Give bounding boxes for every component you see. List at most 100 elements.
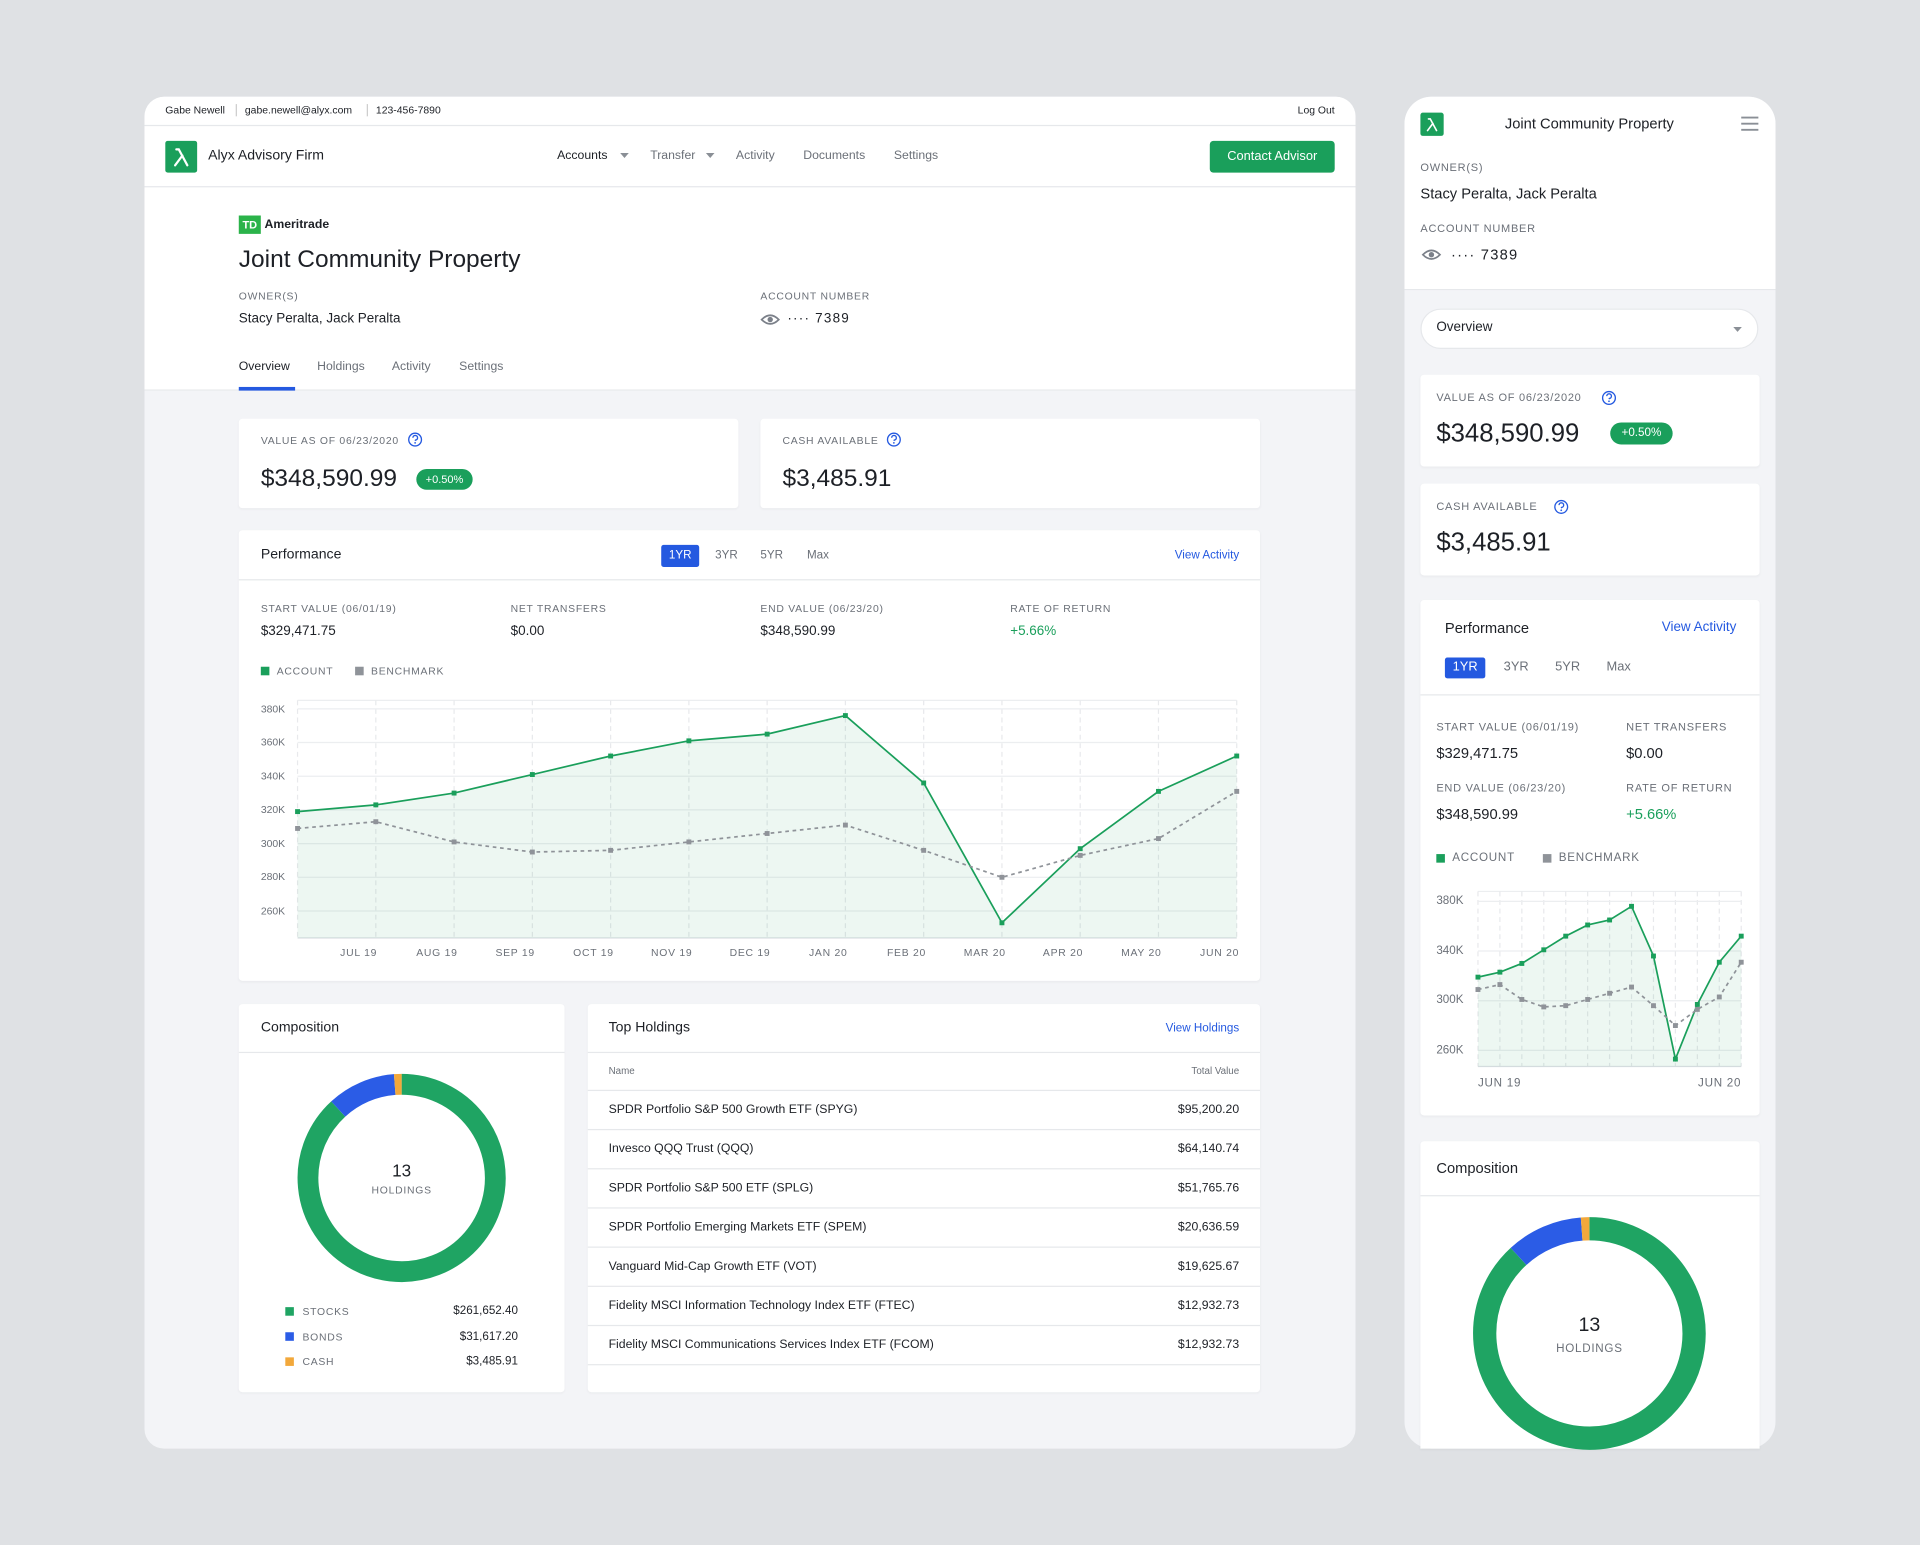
link[interactable]: View Activity (1174, 548, 1240, 563)
change: +0.50% (1621, 426, 1662, 440)
range-button[interactable]: Max (806, 548, 829, 563)
y-tick-label: 260K (260, 904, 286, 917)
custodian: Ameritrade (264, 217, 330, 232)
point (1607, 917, 1613, 923)
link[interactable]: View Activity (1661, 620, 1737, 635)
card (238, 1004, 565, 1393)
point (1519, 997, 1525, 1002)
legend-swatch (285, 1357, 294, 1366)
holdings-count: 13 (392, 1160, 412, 1181)
point (1541, 1004, 1547, 1010)
label: START VALUE (06/01/19) (1436, 720, 1580, 733)
point (451, 839, 457, 845)
holding-name: Fidelity MSCI Information Technology Ind… (608, 1299, 915, 1313)
tab-select-value[interactable]: Overview (1436, 320, 1493, 335)
help-icon (886, 432, 901, 447)
point (999, 874, 1005, 880)
x-tick-label: APR 20 (1042, 946, 1084, 959)
range-selected[interactable] (1444, 657, 1486, 679)
change-badge (1610, 422, 1673, 445)
nav-item[interactable]: Accounts (557, 149, 608, 163)
range-button[interactable]: 1YR (668, 548, 692, 563)
label: $329,471.75 (260, 623, 336, 639)
help-icon (1554, 499, 1569, 514)
point (1585, 922, 1591, 928)
help-dot (893, 442, 895, 444)
holding-value: $12,932.73 (1177, 1338, 1240, 1352)
logout-link[interactable]: Log Out (1297, 103, 1335, 117)
nav-item[interactable]: Documents (803, 149, 866, 163)
range-button[interactable]: 1YR (1452, 659, 1478, 675)
custodian-mark: TD (242, 218, 258, 231)
custodian-logo (238, 215, 261, 234)
tab[interactable]: Activity (391, 360, 431, 374)
legend-swatch (1436, 854, 1445, 863)
range-button[interactable]: 5YR (760, 548, 784, 563)
legend-label: ACCOUNT (276, 664, 334, 677)
point (1234, 753, 1240, 759)
logo-glyph (174, 148, 189, 167)
label: RATE OF RETURN (1626, 781, 1733, 795)
eye-pupil (1428, 252, 1435, 258)
point (999, 920, 1005, 926)
account-title: Joint Community Property (1504, 115, 1674, 133)
holding-value: $19,625.67 (1177, 1260, 1240, 1274)
divider (587, 1207, 1261, 1209)
range-button[interactable]: 5YR (1555, 659, 1581, 675)
tab[interactable]: Overview (238, 360, 290, 374)
nav-item[interactable]: Activity (735, 149, 775, 163)
tab[interactable]: Holdings (317, 360, 365, 374)
caret (1733, 326, 1742, 332)
point (608, 753, 614, 759)
point (295, 809, 301, 815)
tab-select[interactable] (1420, 308, 1759, 349)
mobile-header (1404, 96, 1776, 291)
legend-label: BONDS (302, 1330, 344, 1343)
point (1563, 933, 1569, 939)
nav-item[interactable]: Settings (893, 149, 939, 163)
label: ···· 7389 (1451, 246, 1519, 264)
tab[interactable]: Settings (459, 360, 504, 374)
label: Gabe Newell (165, 103, 225, 117)
point (1156, 836, 1161, 842)
contact-button[interactable] (1209, 140, 1335, 173)
card-title: Performance (260, 547, 342, 563)
legend-swatch (1542, 854, 1552, 863)
legend-label: ACCOUNT (1452, 851, 1515, 865)
y-tick-label: 340K (1436, 943, 1464, 958)
divider (587, 1246, 1261, 1248)
help-dot (1560, 509, 1563, 512)
nav-item[interactable]: Transfer (650, 149, 696, 163)
point (529, 849, 535, 855)
x-tick-label: JUN 20 (1698, 1076, 1742, 1091)
logo-glyph (1426, 118, 1438, 132)
label: RATE OF RETURN (1010, 602, 1112, 615)
y-tick-label: 300K (1436, 993, 1464, 1008)
divider (587, 1089, 1261, 1092)
label: END VALUE (06/23/20) (1436, 781, 1566, 795)
point (1738, 959, 1744, 965)
divider (587, 1128, 1261, 1131)
eye-icon (760, 314, 780, 325)
link[interactable]: View Holdings (1165, 1021, 1240, 1036)
tab-indicator (238, 386, 296, 391)
range-selected[interactable] (661, 544, 700, 567)
range-button[interactable]: 3YR (1503, 659, 1529, 675)
help-icon (408, 432, 423, 447)
point (686, 839, 692, 845)
label: ACCOUNT NUMBER (760, 289, 870, 303)
card (238, 530, 1261, 981)
value: $348,590.99 (260, 465, 398, 493)
range-button[interactable]: Max (1606, 659, 1631, 675)
divider (587, 1285, 1261, 1287)
range-button[interactable]: 3YR (715, 548, 738, 563)
divider (587, 1168, 1261, 1170)
contact-button-label[interactable]: Contact Advisor (1227, 149, 1318, 164)
divider (1420, 694, 1760, 696)
legend-swatch (285, 1307, 294, 1316)
label: NET TRANSFERS (1626, 720, 1728, 733)
legend-value: $31,617.20 (459, 1329, 518, 1343)
column-header: Name (608, 1065, 635, 1077)
card (760, 418, 1261, 509)
